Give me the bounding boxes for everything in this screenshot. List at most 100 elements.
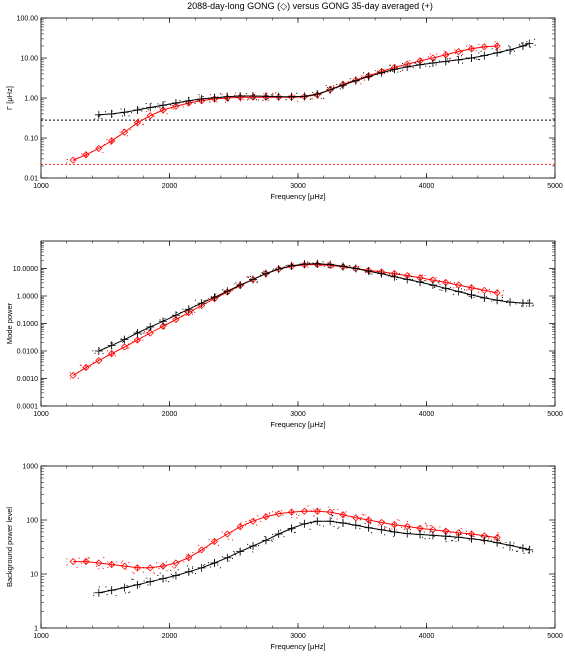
diamond-marker <box>480 286 488 294</box>
scatter-point <box>307 261 309 263</box>
scatter-point <box>165 580 167 582</box>
scatter-point <box>266 92 268 94</box>
diamond-marker <box>120 343 129 351</box>
scatter-point <box>176 311 178 313</box>
diamond-marker <box>352 514 360 522</box>
x-tick-label: 3000 <box>290 633 306 640</box>
scatter-point <box>361 75 363 77</box>
scatter-point <box>469 44 471 46</box>
scatter-point <box>371 273 373 275</box>
scatter-point <box>285 265 287 267</box>
scatter-point <box>377 74 379 76</box>
diamond-marker <box>249 517 257 525</box>
scatter-point <box>106 350 108 352</box>
diamond-marker <box>146 329 154 337</box>
scatter-point <box>94 118 96 120</box>
plus-marker <box>351 521 360 530</box>
scatter-point <box>392 273 394 275</box>
scatter-point <box>164 318 166 320</box>
scatter-point <box>89 365 91 367</box>
scatter-point <box>187 553 189 555</box>
scatter-point <box>245 93 247 95</box>
scatter-point <box>313 515 315 517</box>
plus-marker <box>171 571 180 580</box>
scatter-point <box>102 567 104 569</box>
y-tick-label: 100.00 <box>17 16 39 23</box>
scatter-point <box>393 535 395 537</box>
x-tick-label: 1000 <box>33 183 49 190</box>
scatter-point <box>202 95 204 97</box>
scatter-point <box>177 569 179 571</box>
scatter-point <box>157 574 159 576</box>
plus-marker <box>107 109 116 118</box>
plus-marker <box>428 531 437 540</box>
scatter-point <box>444 532 446 534</box>
diamond-marker <box>108 560 116 569</box>
scatter-point <box>291 263 293 265</box>
diamond-marker <box>326 508 334 516</box>
scatter-point <box>328 506 330 508</box>
scatter-point <box>497 534 499 536</box>
scatter-point <box>235 282 237 284</box>
y-tick-label: 10.00 <box>20 56 38 63</box>
scatter-point <box>359 524 361 526</box>
scatter-point <box>98 359 100 361</box>
scatter-point <box>131 112 133 114</box>
scatter-point <box>112 564 114 566</box>
scatter-point <box>157 106 159 108</box>
scatter-point <box>322 525 324 527</box>
scatter-point <box>436 53 438 55</box>
plus-marker <box>518 41 527 50</box>
scatter-point <box>349 78 351 80</box>
scatter-point <box>325 85 327 87</box>
scatter-point <box>446 58 448 60</box>
scatter-point <box>249 98 251 100</box>
scatter-point <box>208 98 210 100</box>
scatter-point <box>99 115 101 117</box>
scatter-point <box>313 508 315 510</box>
scatter-point <box>298 514 300 516</box>
scatter-point <box>220 97 222 99</box>
scatter-point <box>450 57 452 59</box>
scatter-point <box>224 290 226 292</box>
scatter-point <box>199 99 201 101</box>
scatter-point <box>236 97 238 99</box>
scatter-point <box>186 314 188 316</box>
plus-marker <box>159 574 168 583</box>
scatter-point <box>319 524 321 526</box>
scatter-point <box>131 578 133 580</box>
y-axis-label: Γ [μHz] <box>5 86 14 110</box>
diamond-marker <box>198 97 206 105</box>
scatter-point <box>495 46 497 48</box>
scatter-point <box>401 526 403 528</box>
scatter-point <box>171 566 173 568</box>
scatter-point <box>80 562 82 564</box>
scatter-point <box>534 44 536 46</box>
y-tick-label: 0.0100 <box>17 349 39 356</box>
diamond-marker <box>120 562 129 570</box>
plus-marker <box>441 284 450 293</box>
scatter-point <box>468 539 470 541</box>
scatter-point <box>170 316 172 318</box>
scatter-point <box>430 530 432 532</box>
plus-marker <box>287 524 296 533</box>
scatter-point <box>198 544 200 546</box>
scatter-point <box>79 364 81 366</box>
diamond-marker <box>95 356 103 365</box>
diamond-marker <box>493 289 501 297</box>
scatter-point <box>147 584 149 586</box>
scatter-point <box>332 266 334 268</box>
scatter-point <box>128 115 130 117</box>
scatter-point <box>370 522 372 524</box>
scatter-point <box>439 283 441 285</box>
scatter-point <box>283 536 285 538</box>
scatter-point <box>256 524 258 526</box>
scatter-point <box>123 337 125 339</box>
scatter-point <box>245 524 247 526</box>
plus-marker <box>249 92 258 101</box>
scatter-point <box>333 85 335 87</box>
diamond-marker <box>82 363 90 372</box>
scatter-point <box>226 98 228 100</box>
plus-marker <box>364 523 373 532</box>
scatter-point <box>409 527 411 529</box>
